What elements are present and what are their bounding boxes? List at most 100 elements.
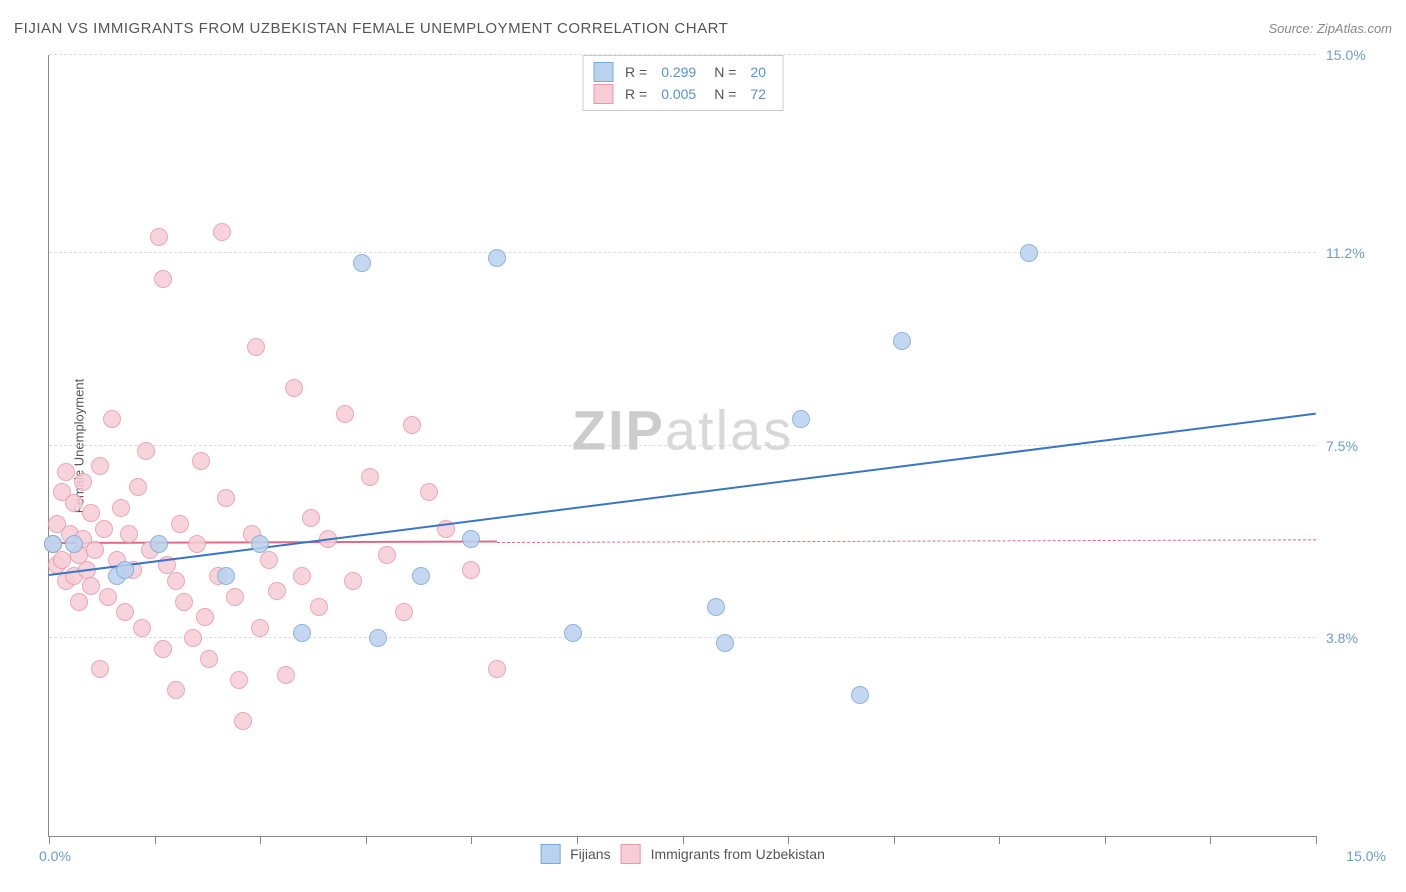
data-point-a xyxy=(792,410,810,428)
data-point-b xyxy=(247,338,265,356)
data-point-b xyxy=(95,520,113,538)
data-point-b xyxy=(277,666,295,684)
data-point-b xyxy=(167,572,185,590)
data-point-b xyxy=(133,619,151,637)
data-point-b xyxy=(70,593,88,611)
data-point-b xyxy=(167,681,185,699)
data-point-a xyxy=(150,535,168,553)
data-point-a xyxy=(893,332,911,350)
watermark-bold: ZIP xyxy=(572,398,665,461)
data-point-a xyxy=(707,598,725,616)
data-point-b xyxy=(99,588,117,606)
data-point-b xyxy=(226,588,244,606)
data-point-b xyxy=(184,629,202,647)
n-label: N = xyxy=(714,86,736,102)
x-axis-min: 0.0% xyxy=(39,848,71,864)
r-value-a: 0.299 xyxy=(661,64,696,80)
data-point-b xyxy=(196,608,214,626)
data-point-b xyxy=(213,223,231,241)
swatch-uzbekistan-icon xyxy=(593,84,613,104)
data-point-b xyxy=(150,228,168,246)
data-point-b xyxy=(395,603,413,621)
data-point-b xyxy=(488,660,506,678)
n-value-a: 20 xyxy=(750,64,766,80)
x-tick xyxy=(999,836,1000,844)
swatch-fijians-icon xyxy=(540,844,560,864)
series-a-label: Fijians xyxy=(570,846,610,862)
data-point-b xyxy=(462,561,480,579)
data-point-b xyxy=(420,483,438,501)
x-tick xyxy=(471,836,472,844)
data-point-a xyxy=(488,249,506,267)
data-point-b xyxy=(154,640,172,658)
legend-row-b: R = 0.005 N = 72 xyxy=(593,84,772,104)
data-point-b xyxy=(268,582,286,600)
data-point-a xyxy=(851,686,869,704)
x-tick xyxy=(1316,836,1317,844)
data-point-b xyxy=(112,499,130,517)
data-point-b xyxy=(175,593,193,611)
data-point-a xyxy=(1020,244,1038,262)
x-tick xyxy=(155,836,156,844)
n-label: N = xyxy=(714,64,736,80)
data-point-b xyxy=(378,546,396,564)
data-point-b xyxy=(91,660,109,678)
data-point-b xyxy=(171,515,189,533)
scatter-chart: ZIPatlas R = 0.299 N = 20 R = 0.005 N = … xyxy=(48,55,1316,837)
data-point-b xyxy=(91,457,109,475)
data-point-b xyxy=(192,452,210,470)
y-tick-label: 3.8% xyxy=(1326,630,1386,646)
data-point-b xyxy=(251,619,269,637)
series-b-label: Immigrants from Uzbekistan xyxy=(651,846,825,862)
data-point-b xyxy=(53,551,71,569)
r-label: R = xyxy=(625,86,647,102)
y-tick-label: 11.2% xyxy=(1326,245,1386,261)
data-point-a xyxy=(293,624,311,642)
data-point-b xyxy=(344,572,362,590)
data-point-b xyxy=(293,567,311,585)
data-point-a xyxy=(462,530,480,548)
data-point-a xyxy=(217,567,235,585)
data-point-b xyxy=(57,463,75,481)
data-point-a xyxy=(716,634,734,652)
x-axis-max: 15.0% xyxy=(1346,848,1386,864)
data-point-b xyxy=(137,442,155,460)
trend-line-a xyxy=(49,412,1316,575)
x-tick xyxy=(577,836,578,844)
chart-title: FIJIAN VS IMMIGRANTS FROM UZBEKISTAN FEM… xyxy=(14,20,728,37)
y-tick-label: 7.5% xyxy=(1326,438,1386,454)
correlation-legend: R = 0.299 N = 20 R = 0.005 N = 72 xyxy=(582,55,783,111)
data-point-b xyxy=(74,473,92,491)
x-tick xyxy=(683,836,684,844)
data-point-b xyxy=(310,598,328,616)
swatch-uzbekistan-icon xyxy=(621,844,641,864)
x-tick xyxy=(894,836,895,844)
data-point-a xyxy=(44,535,62,553)
swatch-fijians-icon xyxy=(593,62,613,82)
data-point-b xyxy=(285,379,303,397)
data-point-b xyxy=(103,410,121,428)
watermark-light: atlas xyxy=(665,398,793,461)
data-point-b xyxy=(230,671,248,689)
data-point-b xyxy=(302,509,320,527)
x-tick xyxy=(1210,836,1211,844)
legend-row-a: R = 0.299 N = 20 xyxy=(593,62,772,82)
x-tick xyxy=(260,836,261,844)
r-value-b: 0.005 xyxy=(661,86,696,102)
data-point-b xyxy=(361,468,379,486)
data-point-b xyxy=(116,603,134,621)
data-point-a xyxy=(65,535,83,553)
watermark: ZIPatlas xyxy=(572,397,793,462)
data-point-b xyxy=(403,416,421,434)
data-point-a xyxy=(116,561,134,579)
data-point-b xyxy=(82,504,100,522)
chart-source: Source: ZipAtlas.com xyxy=(1268,21,1392,36)
data-point-a xyxy=(564,624,582,642)
data-point-b xyxy=(260,551,278,569)
data-point-b xyxy=(129,478,147,496)
data-point-b xyxy=(65,494,83,512)
r-label: R = xyxy=(625,64,647,80)
data-point-a xyxy=(369,629,387,647)
series-legend: Fijians Immigrants from Uzbekistan xyxy=(540,844,825,864)
data-point-b xyxy=(217,489,235,507)
